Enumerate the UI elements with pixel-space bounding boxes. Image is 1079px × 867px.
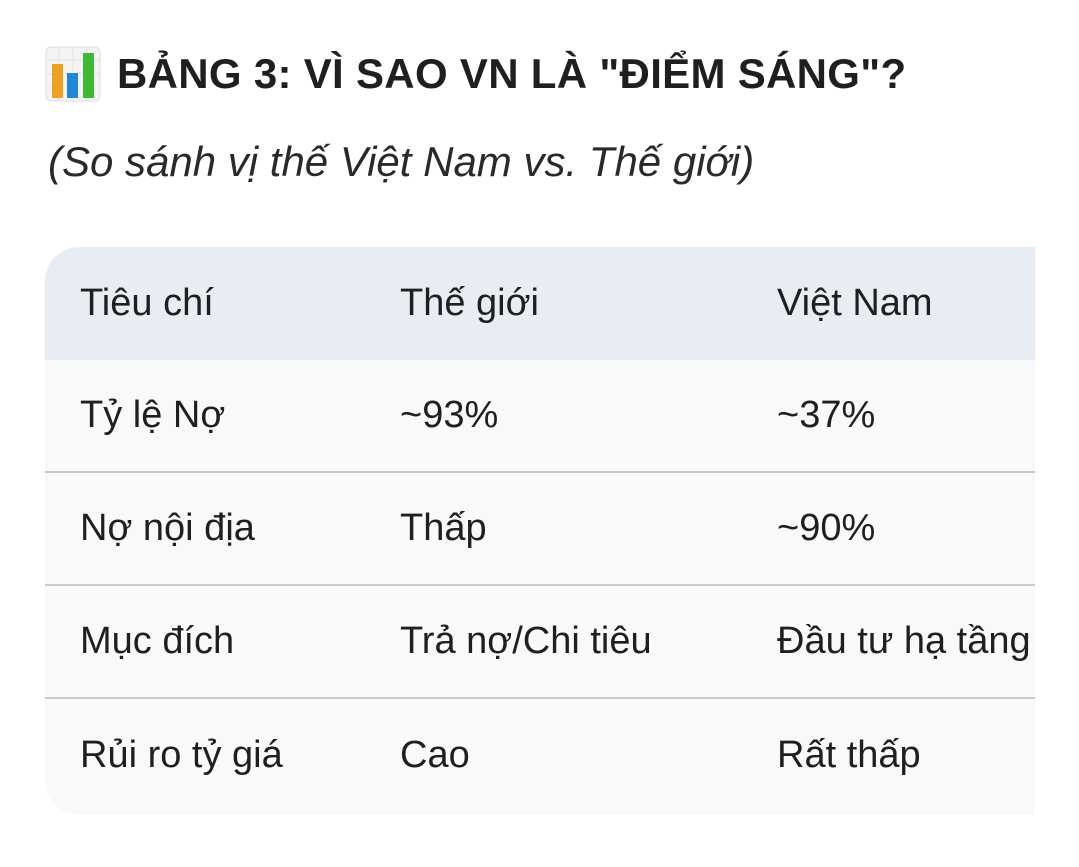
table-cell: ~37% <box>777 394 876 436</box>
bar-chart-icon <box>45 46 101 102</box>
table-cell: Cao <box>400 734 470 776</box>
title-text: BẢNG 3: VÌ SAO VN LÀ "ĐIỂM SÁNG"? <box>117 50 907 97</box>
header-cell: Thế giới <box>400 282 539 324</box>
comparison-table: Tiêu chí Thế giới Việt Nam Tỷ lệ Nợ ~93%… <box>45 247 1035 815</box>
subtitle: (So sánh vị thế Việt Nam vs. Thế giới) <box>48 138 755 185</box>
table-cell: ~93% <box>400 394 499 436</box>
table-cell: Thấp <box>400 507 487 549</box>
table-cell: Trả nợ/Chi tiêu <box>400 620 652 662</box>
header-cell: Việt Nam <box>777 282 933 324</box>
table-cell: Nợ nội địa <box>80 507 255 549</box>
page-title: BẢNG 3: VÌ SAO VN LÀ "ĐIỂM SÁNG"? <box>45 46 906 102</box>
table-cell: Mục đích <box>80 620 235 662</box>
header-cell: Tiêu chí <box>80 282 214 324</box>
table-cell: Tỷ lệ Nợ <box>80 394 226 436</box>
table-cell: Rủi ro tỷ giá <box>80 734 283 776</box>
table-row: Mục đích Trả nợ/Chi tiêu Đầu tư hạ tầng <box>45 586 1035 699</box>
table-row: Tỷ lệ Nợ ~93% ~37% <box>45 360 1035 473</box>
table-header-row: Tiêu chí Thế giới Việt Nam <box>45 247 1035 360</box>
table-cell: Đầu tư hạ tầng <box>777 620 1031 662</box>
table-cell: Rất thấp <box>777 734 921 776</box>
table-row: Rủi ro tỷ giá Cao Rất thấp <box>45 699 1035 812</box>
table-cell: ~90% <box>777 507 876 549</box>
table-row: Nợ nội địa Thấp ~90% <box>45 473 1035 586</box>
